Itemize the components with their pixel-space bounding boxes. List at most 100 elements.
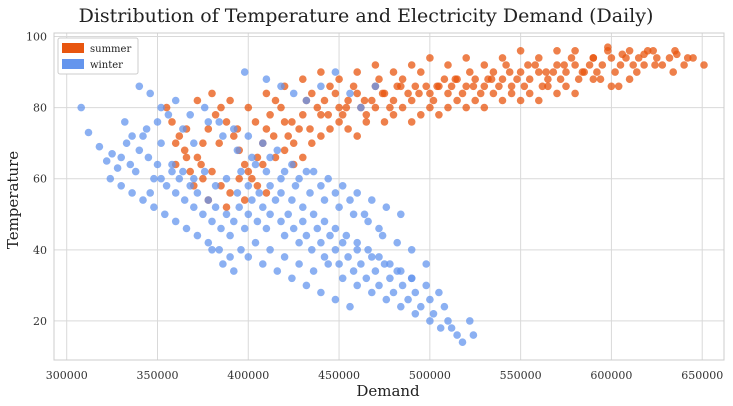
data-point-winter [193, 231, 202, 240]
data-point-summer [516, 68, 525, 76]
data-point-winter [411, 310, 420, 318]
data-point-summer [168, 118, 176, 126]
series-winter [77, 68, 478, 347]
data-point-winter [458, 338, 467, 347]
data-point-summer [211, 111, 220, 119]
data-point-summer [175, 132, 184, 140]
data-point-summer [362, 118, 371, 126]
data-point-summer [535, 68, 543, 76]
data-point-winter [200, 103, 209, 112]
data-point-winter [157, 139, 165, 147]
data-point-winter [338, 182, 347, 190]
data-point-winter [222, 210, 231, 219]
data-point-summer [451, 75, 460, 83]
data-point-summer [544, 82, 552, 91]
data-point-winter [121, 118, 129, 126]
data-point-summer [262, 89, 271, 98]
data-point-summer [326, 125, 334, 133]
data-point-summer [653, 54, 661, 62]
data-point-winter [436, 324, 445, 332]
x-tick-label: 550000 [500, 369, 542, 382]
data-point-summer [253, 182, 262, 190]
data-point-summer [489, 89, 498, 98]
data-point-summer [248, 174, 256, 183]
data-point-summer [524, 61, 532, 69]
data-point-summer [217, 182, 225, 190]
data-point-summer [204, 125, 213, 133]
data-point-winter [251, 238, 260, 247]
data-point-summer [208, 167, 216, 176]
data-point-winter [219, 260, 227, 268]
data-point-summer [471, 96, 480, 105]
data-point-winter [277, 174, 285, 183]
data-point-winter [117, 153, 125, 162]
data-point-winter [117, 182, 125, 190]
data-point-summer [616, 61, 625, 69]
data-point-winter [331, 295, 340, 304]
data-point-winter [368, 253, 376, 261]
data-point-summer [476, 89, 485, 98]
data-point-winter [375, 224, 383, 233]
data-point-winter [266, 246, 274, 254]
data-point-winter [422, 260, 431, 268]
data-point-summer [598, 61, 607, 69]
data-point-winter [360, 210, 369, 219]
data-point-winter [357, 260, 365, 268]
data-point-winter [186, 111, 194, 119]
data-point-summer [226, 96, 234, 105]
x-tick-label: 600000 [590, 369, 632, 382]
data-point-summer [398, 75, 407, 83]
data-point-winter [353, 238, 362, 247]
data-point-winter [331, 68, 340, 76]
data-point-summer [429, 96, 438, 105]
x-axis-label: Demand [356, 382, 420, 400]
data-point-winter [84, 128, 93, 137]
data-point-winter [324, 174, 333, 183]
data-point-summer [462, 54, 471, 62]
data-point-summer [516, 47, 525, 55]
data-point-summer [193, 153, 202, 162]
data-point-summer [226, 189, 234, 197]
data-point-winter [295, 174, 303, 183]
data-point-winter [273, 146, 282, 155]
data-point-summer [553, 47, 561, 55]
data-point-winter [407, 274, 416, 283]
y-tick-label: 60 [33, 173, 47, 186]
data-point-summer [466, 68, 474, 76]
data-point-winter [324, 260, 333, 268]
data-point-summer [199, 139, 207, 147]
data-point-summer [217, 103, 225, 112]
data-point-summer [487, 75, 496, 83]
data-point-winter [469, 331, 478, 339]
data-point-winter [171, 96, 180, 105]
data-point-summer [313, 103, 322, 112]
data-point-winter [371, 82, 380, 91]
y-tick-label: 100 [26, 31, 47, 44]
data-point-winter [244, 253, 253, 261]
data-point-summer [378, 89, 387, 98]
data-point-summer [525, 75, 534, 83]
data-point-winter [288, 160, 296, 169]
data-point-winter [193, 189, 202, 197]
data-point-summer [317, 111, 325, 119]
data-point-summer [404, 89, 412, 98]
legend-swatch-winter [62, 59, 84, 69]
data-point-winter [199, 210, 207, 219]
data-point-summer [471, 75, 480, 83]
data-point-summer [440, 75, 449, 83]
data-point-summer [542, 68, 550, 76]
data-point-summer [640, 50, 648, 59]
data-point-summer [444, 61, 452, 69]
data-point-summer [389, 111, 398, 119]
data-point-winter [122, 139, 131, 147]
data-point-summer [571, 47, 579, 55]
data-point-winter [389, 288, 398, 297]
data-point-summer [342, 103, 351, 112]
data-point-summer [308, 89, 316, 98]
data-point-summer [538, 82, 547, 91]
data-point-winter [204, 238, 213, 247]
data-point-winter [380, 260, 389, 268]
data-point-winter [262, 167, 271, 176]
data-point-summer [589, 54, 598, 62]
data-point-winter [230, 217, 238, 226]
